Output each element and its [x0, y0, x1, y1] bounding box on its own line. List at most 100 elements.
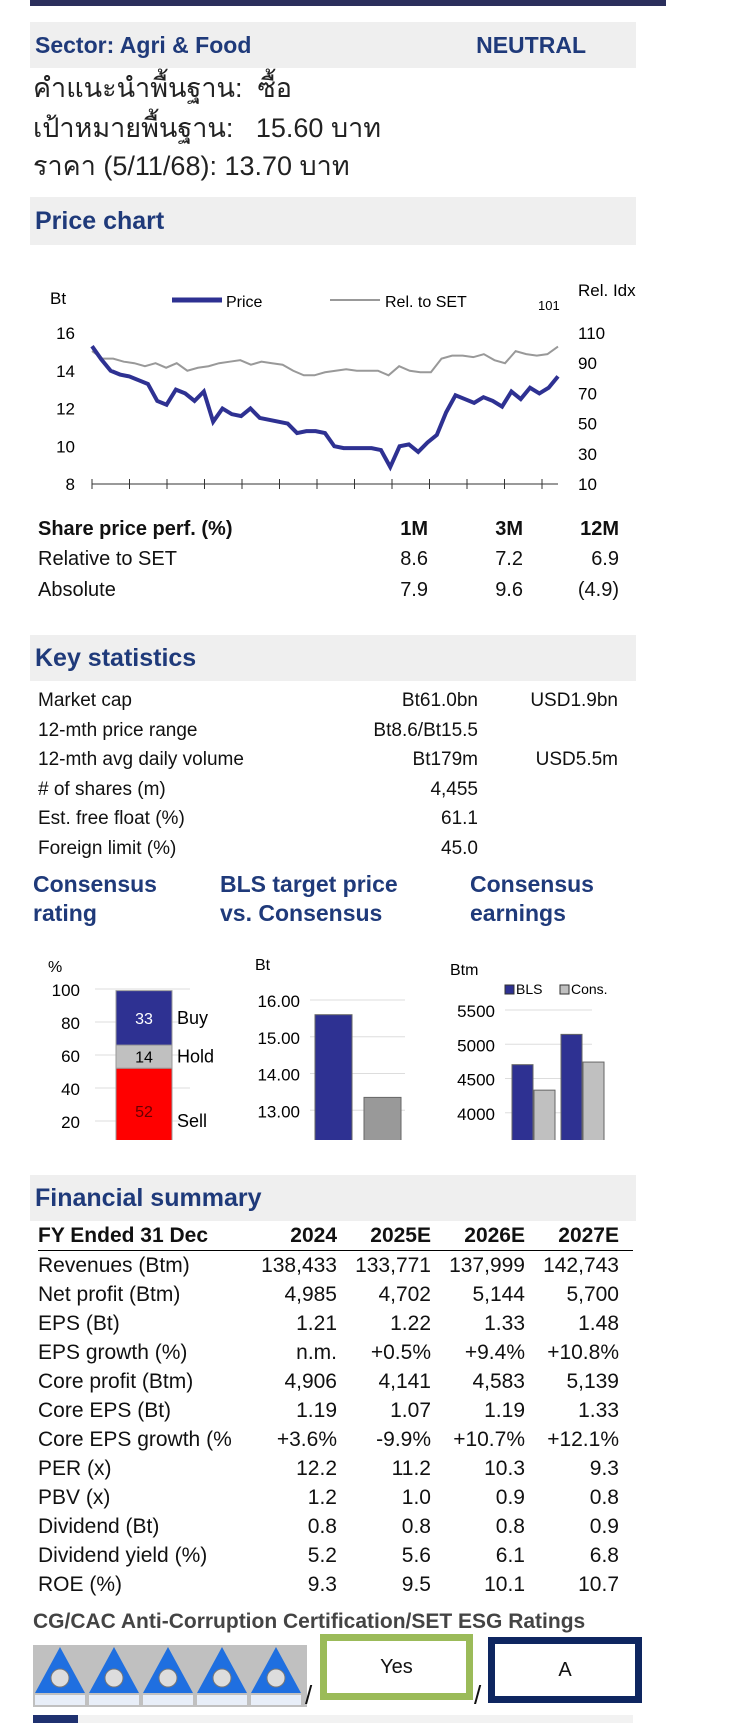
- cac-certification-badge: Yes: [320, 1634, 473, 1700]
- y2-tick-label: 110: [578, 324, 605, 343]
- fin-value: +3.6%: [276, 1427, 337, 1451]
- rating-value-label: 52: [135, 1104, 153, 1121]
- fin-row: Revenues (Btm) 138,433 133,771 137,999 142,…: [38, 1251, 633, 1280]
- legend-swatch-bls: [504, 984, 515, 995]
- y2-tick-label: 50: [578, 415, 597, 434]
- fin-row: Dividend yield (%) 5.2 5.6 6.1 6.8: [38, 1541, 633, 1570]
- fin-value: 1.48: [578, 1311, 619, 1335]
- perf-3m: 7.2: [495, 548, 523, 570]
- legend-swatch-cons: [559, 984, 570, 995]
- current-price: ราคา (5/11/68): 13.70 บาท: [33, 151, 350, 181]
- earnings-y-tick: 4500: [457, 1071, 495, 1090]
- y-tick-label: 14: [56, 362, 75, 381]
- fin-value: 10.3: [484, 1456, 525, 1480]
- fin-value: 1.22: [390, 1311, 431, 1335]
- stat-value: 45.0: [441, 837, 478, 859]
- fin-value: 138,433: [261, 1253, 337, 1277]
- rating-y-tick: 100: [52, 981, 80, 1000]
- perf-title: Share price perf. (%): [38, 518, 233, 540]
- consensus-rating-title: Consensus rating: [33, 871, 157, 926]
- fin-value: 5.6: [401, 1543, 431, 1567]
- fin-value: 0.8: [401, 1514, 431, 1538]
- stat-value: Bt8.6/Bt15.5: [373, 719, 478, 741]
- fin-label: EPS (Bt): [38, 1311, 120, 1335]
- cg-logo-icon: [87, 1645, 141, 1707]
- separator: /: [305, 1680, 313, 1710]
- stat-label: Foreign limit (%): [38, 837, 177, 859]
- cg-logo-icon: [141, 1645, 195, 1707]
- fin-value: 10.7: [578, 1572, 619, 1596]
- fin-label: Core EPS (Bt): [38, 1398, 172, 1422]
- rating-y-tick: 20: [61, 1113, 80, 1132]
- target-y-label: Bt: [255, 957, 271, 974]
- earnings-legend-label: BLS: [516, 981, 542, 997]
- rating-y-tick: 40: [61, 1080, 80, 1099]
- section-title: Financial summary: [35, 1183, 262, 1212]
- fin-value: 142,743: [543, 1253, 619, 1277]
- perf-1m: 8.6: [400, 548, 428, 570]
- perf-12m: 6.9: [591, 548, 619, 570]
- fin-value: 0.9: [589, 1514, 619, 1538]
- fin-value: 1.21: [296, 1311, 337, 1335]
- fin-row: Core EPS (Bt) 1.19 1.07 1.19 1.33: [38, 1396, 633, 1425]
- fin-value: 5.2: [307, 1543, 337, 1567]
- stat-row: Market cap Bt61.0bn USD1.9bn: [38, 690, 628, 712]
- fin-value: 4,702: [378, 1282, 431, 1306]
- fin-value: 1.2: [307, 1485, 337, 1509]
- stat-row: # of shares (m) 4,455: [38, 779, 628, 801]
- key-stats-header: Key statistics: [30, 635, 636, 681]
- sector-label: Sector: Agri & Food: [35, 31, 252, 58]
- fin-header: FY Ended 31 Dec: [38, 1224, 209, 1247]
- fin-value: 4,906: [284, 1369, 337, 1393]
- fin-value: +10.7%: [453, 1427, 525, 1451]
- y-tick-label: 12: [56, 400, 75, 419]
- fin-label: Net profit (Btm): [38, 1282, 181, 1306]
- rating-category-label: Sell: [177, 1111, 207, 1131]
- fin-row: Net profit (Btm) 4,985 4,702 5,144 5,700: [38, 1280, 633, 1309]
- stat-value-usd: USD1.9bn: [530, 690, 618, 711]
- fin-value: 0.8: [495, 1514, 525, 1538]
- fin-label: Revenues (Btm): [38, 1253, 190, 1277]
- perf-3m: 9.6: [495, 579, 523, 601]
- fin-row: PER (x) 12.2 11.2 10.3 9.3: [38, 1454, 633, 1483]
- col-1m: 1M: [400, 518, 428, 540]
- perf-row: Absolute 7.9 9.6 (4.9): [38, 579, 628, 602]
- section-title: Price chart: [35, 206, 165, 235]
- fin-label: EPS growth (%): [38, 1340, 188, 1364]
- recommendation: คำแนะนำพื้นฐาน: ซื้อ: [33, 73, 293, 103]
- fin-value: 1.07: [390, 1398, 431, 1422]
- earnings-y-label: Btm: [450, 962, 478, 979]
- rating-value-label: 14: [135, 1050, 153, 1067]
- earnings-bar-cons: [533, 1089, 556, 1140]
- stat-label: Market cap: [38, 690, 132, 711]
- separator: /: [474, 1680, 482, 1710]
- fin-value: 4,583: [472, 1369, 525, 1393]
- col-3m: 3M: [495, 518, 523, 540]
- rating-y-tick: 60: [61, 1047, 80, 1066]
- fin-value: 0.8: [589, 1485, 619, 1509]
- stat-label: Est. free float (%): [38, 808, 185, 829]
- stat-row: 12-mth price range Bt8.6/Bt15.5: [38, 720, 628, 742]
- earnings-bar-cons: [582, 1061, 605, 1140]
- rating-value-label: 33: [135, 1011, 153, 1028]
- esg-title: CG/CAC Anti-Corruption Certification/SET…: [33, 1610, 586, 1633]
- y2-tick-label: 30: [578, 445, 597, 464]
- fin-value: 9.3: [589, 1456, 619, 1480]
- target-y-tick: 13.00: [257, 1102, 300, 1121]
- fin-label: PBV (x): [38, 1485, 111, 1509]
- fin-value: 9.5: [401, 1572, 431, 1596]
- stat-value-usd: [478, 779, 618, 801]
- fin-value: 1.33: [578, 1398, 619, 1422]
- fin-row: Dividend (Bt) 0.8 0.8 0.8 0.9: [38, 1512, 633, 1541]
- y2-last-value-label: 101: [538, 298, 560, 313]
- fin-value: 1.19: [484, 1398, 525, 1422]
- rating-category-label: Hold: [177, 1047, 214, 1067]
- earnings-y-tick: 4000: [457, 1105, 495, 1124]
- perf-header: Share price perf. (%) 1M 3M 12M: [38, 518, 628, 541]
- fin-value: 0.9: [495, 1485, 525, 1509]
- fin-value: 1.0: [401, 1485, 431, 1509]
- earnings-y-tick: 5500: [457, 1002, 495, 1021]
- y2-tick-label: 90: [578, 354, 597, 373]
- sector-header: Sector: Agri & Food NEUTRAL: [30, 22, 636, 68]
- stat-value: Bt61.0bn: [401, 690, 478, 711]
